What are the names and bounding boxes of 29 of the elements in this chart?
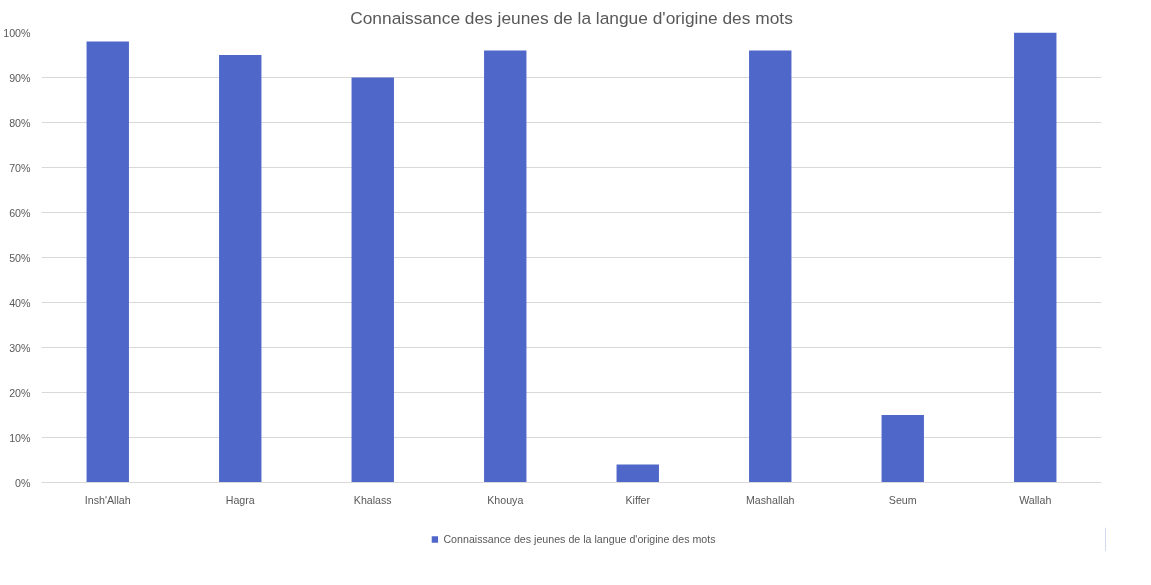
y-tick-label: 70% [9,161,32,174]
x-tick-label: Mashallah [745,493,795,506]
y-tick-label: 10% [9,431,32,444]
y-tick-label: 50% [9,251,32,264]
y-tick-label: 40% [9,296,32,309]
bar [1014,32,1057,483]
y-tick-label: 0% [15,476,32,489]
chart-title: Connaissance des jeunes de la langue d'origine des mots [350,7,794,28]
x-tick-label: Hagra [225,493,255,506]
y-tick-label: 100% [3,26,32,39]
bar [351,77,394,483]
x-tick-label: Kiffer [625,493,651,506]
bar [749,50,792,483]
y-tick-label: 60% [9,206,32,219]
bar [881,415,924,483]
x-tick-label: Khouya [487,493,524,506]
y-tick-label: 90% [9,71,32,84]
legend-label: Connaissance des jeunes de la langue d'origine des mots [443,533,716,545]
x-tick-label: Wallah [1019,493,1052,506]
y-tick-label: 30% [9,341,32,354]
bar [86,41,129,483]
x-tick-label: Seum [888,493,917,506]
bar [219,55,262,483]
y-tick-label: 80% [9,116,32,129]
bar [616,464,659,483]
x-tick-label: Insh'Allah [84,493,131,506]
x-tick-label: Khalass [353,493,392,506]
bar [484,50,527,483]
y-tick-label: 20% [9,386,32,399]
